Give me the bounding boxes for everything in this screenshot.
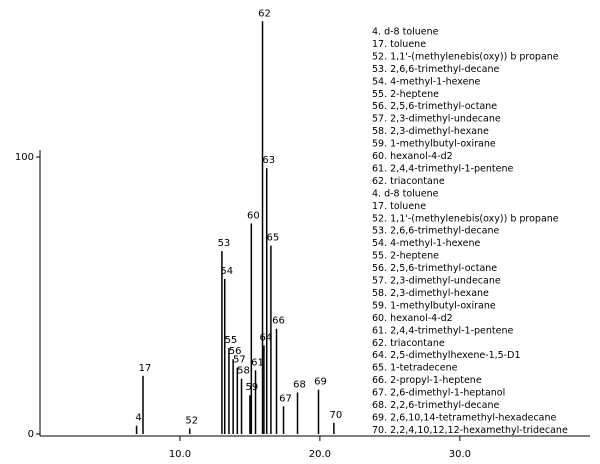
- peak-label: 52: [185, 415, 198, 426]
- legend-line: 69. 2,6,10,14-tetramethyl-hexadecane: [372, 412, 557, 423]
- peak-label: 53: [218, 238, 231, 249]
- peak-label: 68: [293, 379, 306, 390]
- legend-line: 59. 1-methylbutyl-oxirane: [372, 300, 496, 311]
- legend-line: 53. 2,6,6-trimethyl-decane: [372, 64, 499, 75]
- legend-line: 57. 2,3-dimethyl-undecane: [372, 114, 501, 125]
- legend-line: 53. 2,6,6-trimethyl-decane: [372, 226, 499, 237]
- legend-line: 61. 2,4,4-trimethyl-1-pentene: [372, 163, 513, 174]
- peak-label: 4: [135, 413, 141, 424]
- peak-label: 65: [267, 233, 280, 244]
- peak-label: 67: [279, 393, 292, 404]
- legend-line: 4. d-8 toluene: [372, 188, 439, 199]
- peak-label: 60: [247, 210, 260, 221]
- legend-line: 58. 2,3-dimethyl-hexane: [372, 126, 489, 137]
- peak-label: 70: [330, 410, 343, 421]
- peak-label: 64: [260, 332, 273, 343]
- y-tick-label: 100: [15, 152, 34, 163]
- legend-line: 60. hexanol-4-d2: [372, 313, 453, 324]
- peak-label: 56: [229, 346, 242, 357]
- legend-line: 55. 2-heptene: [372, 89, 439, 100]
- peak-label: 57: [233, 355, 246, 366]
- legend-line: 56. 2,5,6-trimethyl-octane: [372, 101, 497, 112]
- legend-line: 70. 2,2,4,10,12,12-hexamethyl-tridecane: [372, 425, 568, 436]
- peak-label: 62: [258, 8, 271, 19]
- legend-line: 60. hexanol-4-d2: [372, 151, 453, 162]
- legend-line: 56. 2,5,6-trimethyl-octane: [372, 263, 497, 274]
- legend-line: 59. 1-methylbutyl-oxirane: [372, 139, 496, 150]
- legend-line: 64. 2,5-dimethylhexene-1,5-D1: [372, 350, 521, 361]
- legend-line: 52. 1,1'-(methylenebis(oxy)) b propane: [372, 51, 559, 62]
- legend-line: 68. 2,2,6-trimethyl-decane: [372, 400, 499, 411]
- legend-line: 58. 2,3-dimethyl-hexane: [372, 288, 489, 299]
- peak-label: 54: [220, 266, 233, 277]
- legend-line: 52. 1,1'-(methylenebis(oxy)) b propane: [372, 213, 559, 224]
- legend-line: 57. 2,3-dimethyl-undecane: [372, 276, 501, 287]
- x-tick-label: 30.0: [449, 449, 471, 460]
- legend-line: 61. 2,4,4-trimethyl-1-pentene: [372, 325, 513, 336]
- peak-label: 58: [237, 366, 250, 377]
- legend-line: 67. 2,6-dimethyl-1-heptanol: [372, 388, 505, 399]
- legend-line: 62. triacontane: [372, 338, 445, 349]
- peak-label: 17: [139, 363, 152, 374]
- peak-label: 66: [272, 316, 285, 327]
- legend-line: 17. toluene: [372, 39, 426, 50]
- peak-label: 55: [225, 335, 238, 346]
- legend-line: 4. d-8 toluene: [372, 27, 439, 38]
- legend-line: 65. 1-tetradecene: [372, 363, 458, 374]
- y-tick-label: 0: [28, 429, 34, 440]
- peak-label: 69: [314, 377, 327, 388]
- x-tick-label: 10.0: [169, 449, 191, 460]
- legend-line: 54. 4-methyl-1-hexene: [372, 238, 481, 249]
- legend-line: 62. triacontane: [372, 176, 445, 187]
- peak-label: 61: [251, 357, 264, 368]
- legend-line: 66. 2-propyl-1-heptene: [372, 375, 482, 386]
- legend-line: 17. toluene: [372, 201, 426, 212]
- x-tick-label: 20.0: [309, 449, 331, 460]
- peak-label: 63: [262, 155, 275, 166]
- legend-line: 54. 4-methyl-1-hexene: [372, 76, 481, 87]
- legend-line: 55. 2-heptene: [372, 251, 439, 262]
